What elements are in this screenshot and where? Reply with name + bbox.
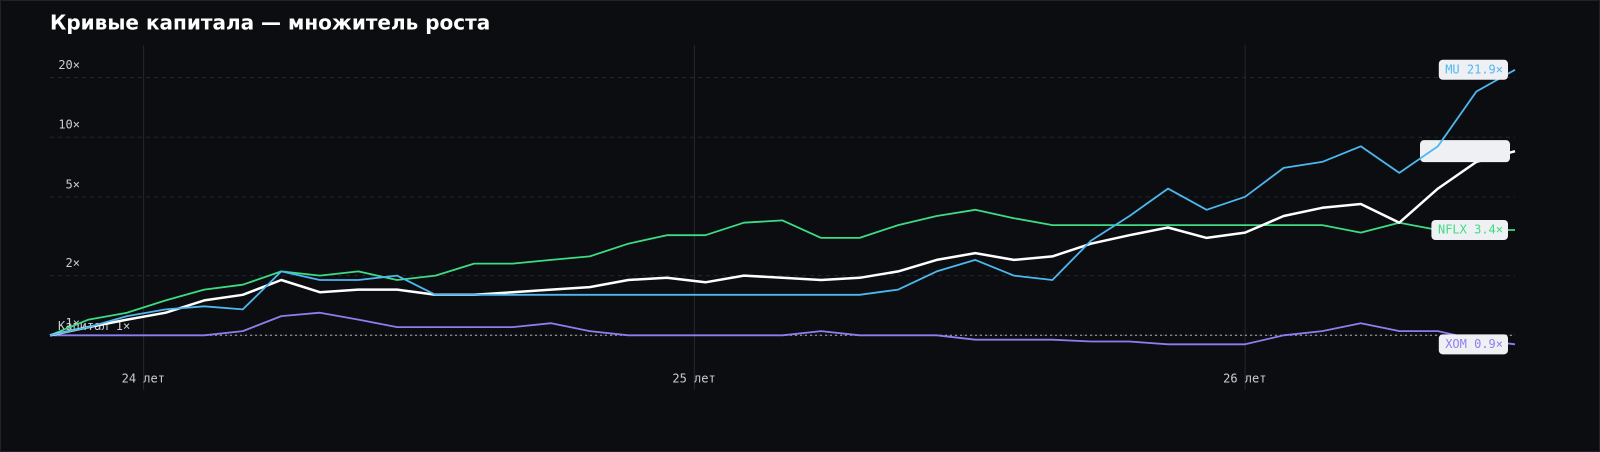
- end-label-box: [1420, 140, 1510, 163]
- x-tick-label: 24 лет: [122, 372, 165, 386]
- y-tick-label: 20×: [58, 58, 80, 72]
- series-line: [49, 208, 1515, 337]
- y-tick-label: 5×: [66, 177, 80, 191]
- y-tick-label: 1×: [66, 316, 80, 330]
- x-tick-label: 26 лет: [1223, 372, 1266, 386]
- end-label: MU 21.9×: [1445, 62, 1503, 76]
- end-label: XOM 0.9×: [1445, 337, 1503, 351]
- end-label-box: [1431, 219, 1508, 240]
- series-line: [49, 149, 1516, 337]
- y-tick-label: 2×: [66, 256, 80, 270]
- series-line: [50, 311, 1516, 346]
- end-label-box: [1438, 334, 1508, 355]
- y-tick-label: 10×: [58, 118, 80, 132]
- x-tick-label: 25 лет: [672, 372, 715, 386]
- series-line: [49, 69, 1516, 337]
- end-label: NFLX 3.4×: [1438, 222, 1503, 236]
- end-label-box: [1438, 59, 1508, 80]
- chart-title: Кривые капитала — множитель роста: [50, 11, 490, 35]
